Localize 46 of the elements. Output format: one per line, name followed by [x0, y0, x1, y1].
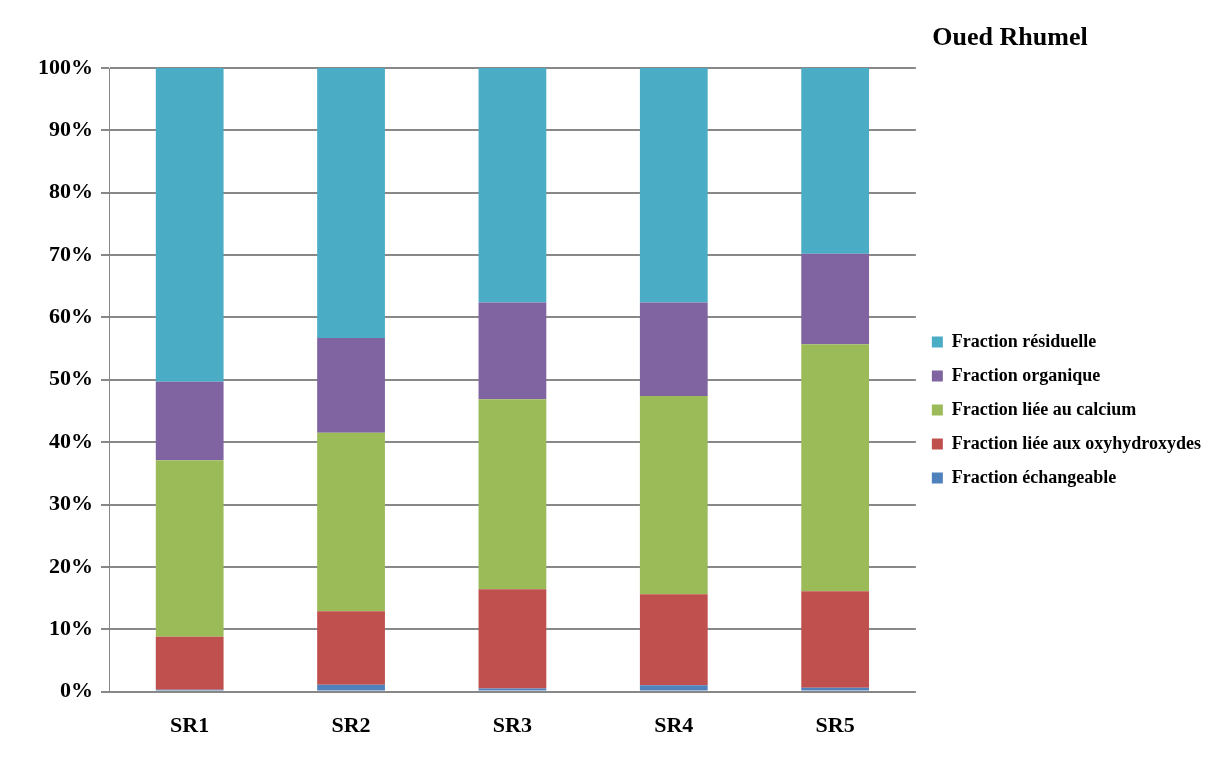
bar: [801, 591, 870, 688]
bar: [639, 302, 708, 397]
y-tick-label: 60%: [49, 303, 93, 329]
x-tick-label: SR2: [331, 712, 371, 738]
legend-label: Fraction liée aux oxyhydroxydes: [951, 432, 1202, 453]
bar: [317, 684, 385, 691]
text: Oued Rhumel: [931, 22, 1089, 52]
x-tick-label: SR1: [170, 712, 210, 738]
bar: [155, 636, 224, 690]
y-tick-label: 0%: [60, 677, 93, 703]
bar: [801, 253, 870, 345]
y-tick-label: 40%: [49, 427, 93, 453]
bar: [317, 68, 385, 339]
bar: [155, 68, 224, 382]
bar: [801, 68, 870, 254]
y-tick-label: 100%: [38, 53, 93, 79]
bar: [639, 68, 708, 303]
bar: [478, 68, 547, 303]
y-tick-label: 30%: [49, 490, 93, 516]
y-tick-label: 20%: [49, 552, 93, 578]
y-tick-label: 10%: [49, 614, 93, 640]
bar: [801, 687, 870, 691]
y-tick-label: 50%: [49, 365, 93, 391]
bar: [317, 432, 385, 612]
legend-label: Fraction échangeable: [951, 466, 1117, 487]
bar: [155, 460, 224, 637]
bar: [478, 589, 547, 689]
x-tick-label: SR4: [654, 712, 694, 738]
bar: [639, 594, 708, 686]
bar: [639, 685, 708, 691]
bar: [478, 302, 547, 400]
bar: [478, 399, 547, 590]
x-tick-label: SR3: [492, 712, 532, 738]
y-tick-label: 70%: [49, 240, 93, 266]
y-tick-label: 90%: [49, 116, 93, 142]
bar: [317, 338, 385, 433]
bar: [639, 396, 708, 595]
y-tick-label: 80%: [49, 178, 93, 204]
bar: [478, 688, 547, 691]
bar: [801, 344, 870, 592]
bar: [155, 381, 224, 461]
legend-label: Fraction organique: [951, 364, 1101, 385]
x-tick-label: SR5: [815, 712, 855, 738]
bar: [317, 611, 385, 685]
legend-label: Fraction résiduelle: [951, 330, 1097, 351]
legend-label: Fraction liée au calcium: [951, 398, 1137, 419]
